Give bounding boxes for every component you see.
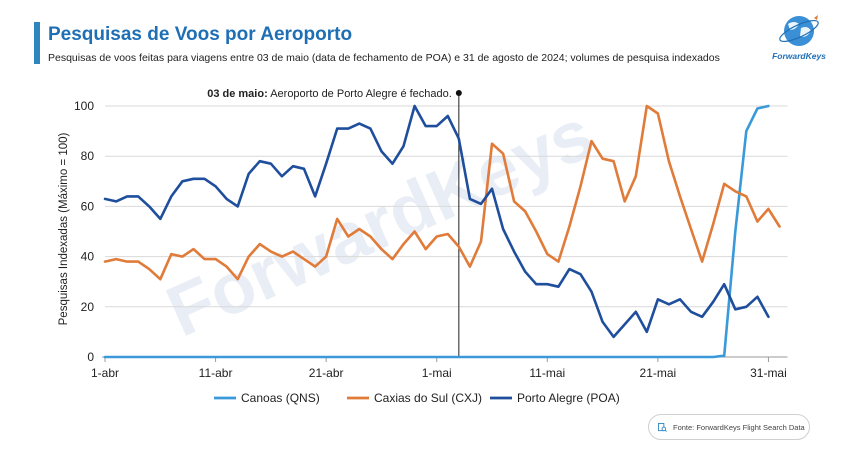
x-tick-label: 1-mai [422, 366, 452, 380]
x-tick-label: 31-mai [750, 366, 787, 380]
watermark-text: ForwardKeys [156, 94, 605, 353]
legend-label-1: Caxias do Sul (CXJ) [374, 391, 482, 405]
y-tick-label: 20 [81, 300, 95, 314]
forwardkeys-logo: ForwardKeys [772, 12, 826, 68]
y-tick-label: 60 [81, 199, 95, 213]
y-tick-label: 80 [81, 149, 95, 163]
y-axis-label: Pesquisas Indexadas (Máximo = 100) [58, 132, 70, 325]
legend-label-0: Canoas (QNS) [241, 391, 320, 405]
chart-subtitle: Pesquisas de voos feitas para viagens en… [48, 52, 720, 64]
x-tick-label: 21-mai [640, 366, 677, 380]
globe-icon [779, 15, 819, 46]
x-tick-label: 11-mai [529, 366, 565, 380]
source-text: Fonte: ForwardKeys Flight Search Data [673, 423, 805, 432]
chart-title: Pesquisas de Voos por Aeroporto [48, 24, 353, 45]
series-line-2 [103, 104, 770, 339]
legend-label-2: Porto Alegre (POA) [517, 391, 620, 405]
title-accent-bar [34, 22, 40, 64]
annotation-bold: 03 de maio: [207, 88, 268, 100]
annotation-rest: Aeroporto de Porto Alegre é fechado. [268, 88, 452, 100]
series-line-0 [103, 104, 770, 359]
source-note: Fonte: ForwardKeys Flight Search Data [648, 414, 810, 440]
annotation-dot [455, 90, 462, 96]
y-tick-label: 100 [74, 99, 94, 113]
y-tick-label: 40 [81, 250, 95, 264]
document-search-icon [658, 423, 667, 432]
logo-text: ForwardKeys [772, 51, 826, 61]
x-tick-label: 1-abr [91, 366, 119, 380]
annotation-text: 03 de maio: Aeroporto de Porto Alegre é … [207, 88, 452, 100]
x-tick-label: 21-abr [309, 366, 344, 380]
x-tick-label: 11-abr [199, 366, 233, 380]
y-tick-label: 0 [87, 350, 94, 364]
series-line-1 [103, 104, 781, 281]
